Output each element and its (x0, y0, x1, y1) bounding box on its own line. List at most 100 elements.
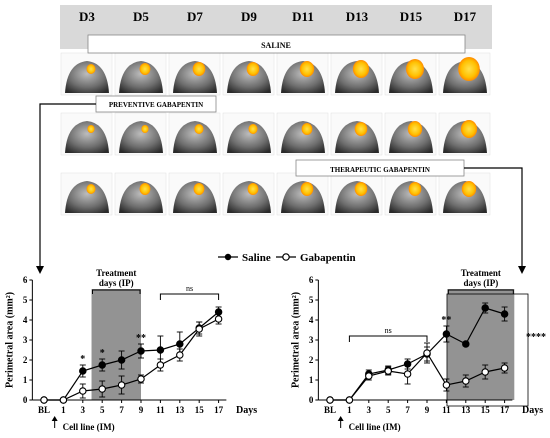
data-point-gabapentin (98, 385, 106, 393)
data-point-gabapentin (214, 315, 223, 323)
data-point-gabapentin (79, 387, 87, 395)
column-header-d13: D13 (346, 9, 369, 24)
x-tick-label: 7 (119, 405, 124, 415)
data-point-saline (117, 356, 126, 364)
x-tick-label: BL (38, 405, 50, 415)
x-tick-label: 1 (61, 405, 66, 415)
mouse-silhouette (281, 121, 325, 153)
series-line-gabapentin (330, 352, 505, 401)
treatment-label-line2: days (IP) (99, 278, 134, 288)
x-tick-label: 11 (156, 405, 165, 415)
tumor-signal (248, 124, 258, 134)
preventive-connector (39, 103, 96, 270)
data-point-saline (481, 304, 489, 312)
y-tick-label: 6 (23, 275, 28, 285)
thumbnail-saline-d17 (438, 52, 491, 96)
thumbnail-preventive-d5 (114, 112, 167, 156)
x-tick-label: 15 (195, 405, 205, 415)
mouse-silhouette (173, 181, 217, 213)
saline-label-box (87, 34, 466, 54)
tumor-signal (299, 61, 315, 77)
data-point-saline (79, 367, 87, 375)
x-tick-label: 13 (461, 405, 471, 415)
legend-saline-marker (224, 253, 232, 261)
y-tick-label: 0 (309, 395, 314, 405)
mouse-silhouette (119, 181, 163, 213)
data-point-gabapentin (481, 368, 489, 376)
y-axis-label: Perimetral area (mm²) (290, 292, 301, 388)
x-tick-label: 5 (386, 405, 391, 415)
therapeutic-connector-arrowhead (518, 266, 526, 274)
x-tick-label: 9 (425, 405, 430, 415)
significance-marker: * (80, 354, 85, 365)
thumbnail-therapeutic-d13 (330, 172, 383, 216)
column-header-d15: D15 (400, 9, 423, 24)
thumbnail-therapeutic-d11 (276, 172, 329, 216)
data-point-gabapentin (365, 372, 373, 380)
data-point-saline (462, 340, 470, 348)
series-line-gabapentin (44, 318, 219, 401)
data-point-gabapentin (384, 367, 392, 375)
legend-saline-label: Saline (242, 252, 271, 264)
tumor-signal (406, 59, 424, 79)
tumor-signal (354, 182, 368, 196)
cell-line-label: Cell line (IM) (349, 422, 401, 432)
thumbnail-preventive-d13 (330, 112, 383, 156)
mouse-silhouette (65, 121, 109, 153)
treatment-label-line2: days (IP) (463, 278, 498, 288)
column-header-d5: D5 (133, 9, 149, 24)
tumor-signal (86, 184, 96, 194)
data-point-gabapentin (462, 377, 470, 385)
data-point-saline (156, 346, 165, 354)
treatment-region (91, 289, 141, 400)
x-tick-label: 1 (347, 405, 352, 415)
data-point-saline (137, 347, 145, 355)
x-tick-label: 13 (175, 405, 185, 415)
y-tick-label: 3 (309, 335, 314, 345)
tumor-signal (301, 123, 313, 135)
data-point-gabapentin (176, 351, 184, 359)
thumbnail-saline-d15 (384, 52, 437, 96)
significance-marker: **** (526, 332, 546, 343)
thumbnail-therapeutic-d5 (114, 172, 167, 216)
x-tick-label: 3 (81, 405, 86, 415)
tumor-signal (192, 62, 206, 76)
cell-line-label: Cell line (IM) (63, 422, 115, 432)
legend-gabapentin-marker (282, 253, 290, 261)
thumbnail-therapeutic-d7 (168, 172, 221, 216)
mouse-silhouette (227, 181, 271, 213)
data-point-saline (98, 361, 106, 369)
y-tick-label: 1 (309, 375, 314, 385)
tumor-signal (246, 62, 260, 76)
tumor-signal (460, 120, 478, 138)
tumor-signal (193, 183, 205, 195)
x-tick-label: BL (324, 405, 336, 415)
data-point-gabapentin (40, 396, 48, 404)
mouse-silhouette (119, 61, 163, 93)
preventive-connector-arrowhead (36, 266, 44, 274)
data-point-gabapentin (442, 381, 451, 389)
thumbnail-preventive-d15 (384, 112, 437, 156)
data-point-gabapentin (156, 361, 165, 369)
tumor-signal (352, 60, 370, 78)
y-tick-label: 3 (23, 335, 28, 345)
preventive-row-label: PREVENTIVE GABAPENTIN (109, 101, 203, 109)
data-point-gabapentin (195, 325, 203, 333)
x-tick-label: 9 (139, 405, 144, 415)
data-point-saline (500, 310, 509, 318)
data-point-gabapentin (403, 370, 412, 378)
x-tick-label: 17 (500, 405, 510, 415)
thumbnail-therapeutic-d3 (60, 172, 113, 216)
tumor-signal (300, 182, 314, 196)
mouse-silhouette (119, 121, 163, 153)
thumbnail-saline-d11 (276, 52, 329, 96)
y-tick-label: 1 (23, 375, 28, 385)
tumor-signal (408, 182, 422, 196)
tumor-signal (86, 64, 96, 74)
cell-line-arrowhead (51, 416, 58, 421)
mouse-silhouette (281, 181, 325, 213)
tumor-signal (458, 57, 480, 81)
mouse-silhouette (227, 61, 271, 93)
